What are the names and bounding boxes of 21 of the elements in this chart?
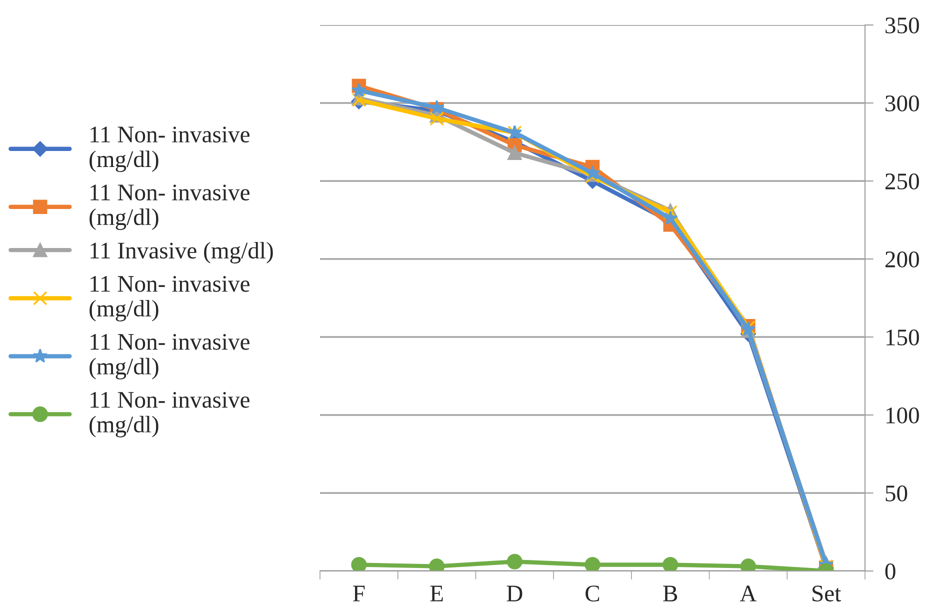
x-tick-label: E bbox=[430, 586, 443, 602]
y-tick-label: 50 bbox=[886, 485, 908, 502]
x-tick-label: D bbox=[506, 586, 522, 602]
y-tick-label: 350 bbox=[886, 17, 919, 34]
legend-label: 11 Non- invasive (mg/dl) bbox=[90, 392, 250, 438]
legend-label: 11 Non- invasive (mg/dl) bbox=[90, 334, 250, 380]
y-tick-label: 100 bbox=[886, 407, 919, 424]
y-tick-label: 150 bbox=[886, 329, 919, 346]
x-tick-label: Set bbox=[812, 586, 842, 602]
x-tick-label: A bbox=[740, 586, 757, 602]
x-tick-label: C bbox=[586, 586, 600, 602]
legend-label: 11 Invasive (mg/dl) bbox=[90, 242, 273, 264]
y-tick-label: 300 bbox=[886, 95, 919, 112]
y-tick-label: 0 bbox=[885, 563, 896, 580]
legend-label: 11 Non- invasive (mg/dl) bbox=[90, 126, 250, 172]
y-tick-label: 250 bbox=[885, 173, 919, 190]
x-tick-label: B bbox=[663, 586, 678, 602]
x-tick-label: F bbox=[353, 586, 365, 602]
y-tick-label: 200 bbox=[885, 251, 919, 268]
legend-label: 11 Non- invasive (mg/dl) bbox=[90, 276, 250, 322]
legend-label: 11 Non- invasive (mg/dl) bbox=[90, 184, 250, 230]
